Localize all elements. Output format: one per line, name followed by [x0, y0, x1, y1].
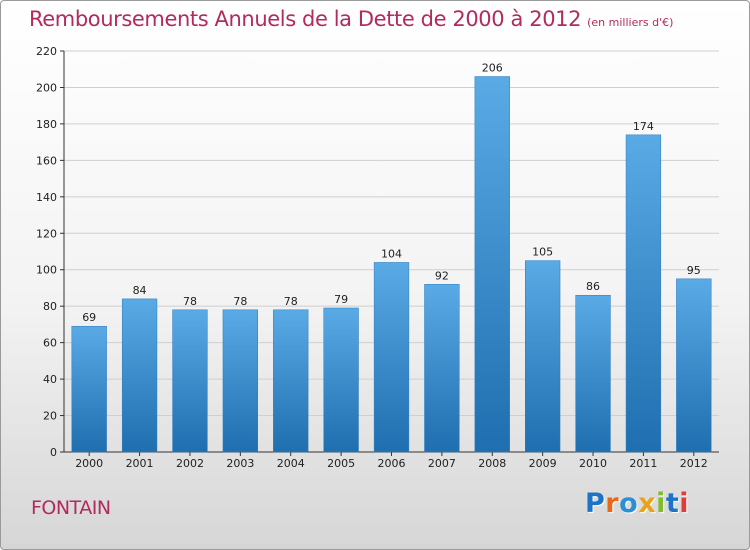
- x-tick-label: 2009: [529, 457, 557, 470]
- bar-value-label: 69: [82, 311, 96, 324]
- y-tick-label: 120: [36, 227, 57, 240]
- y-tick-label: 20: [43, 410, 57, 423]
- bar-value-label: 92: [435, 269, 449, 282]
- bar-2009: [525, 260, 561, 453]
- bar-value-label: 78: [183, 295, 197, 308]
- chart-subtitle: (en milliers d'€): [587, 16, 674, 29]
- bar-value-label: 105: [532, 246, 553, 259]
- bar-2006: [373, 262, 410, 453]
- bar-2004: [273, 309, 309, 453]
- x-tick-label: 2004: [277, 457, 305, 470]
- x-tick-label: 2011: [629, 457, 657, 470]
- logo-letter: x: [638, 488, 657, 519]
- chart-title: Remboursements Annuels de la Dette de 20…: [29, 7, 673, 31]
- x-tick-label: 2002: [176, 457, 204, 470]
- bar-value-label: 95: [687, 264, 701, 277]
- y-tick-label: 140: [36, 191, 57, 204]
- bar-2005: [323, 307, 359, 453]
- x-tick-label: 2007: [428, 457, 456, 470]
- bar-value-label: 78: [233, 295, 247, 308]
- x-tick-label: 2003: [226, 457, 254, 470]
- bar-2002: [172, 309, 208, 453]
- x-tick-label: 2005: [327, 457, 355, 470]
- y-tick-label: 160: [36, 154, 57, 167]
- bar-2001: [121, 298, 158, 453]
- bar-2000: [71, 325, 107, 453]
- bar-2003: [222, 309, 258, 453]
- bar-value-label: 86: [586, 280, 600, 293]
- bar-2012: [676, 278, 712, 453]
- y-tick-label: 180: [36, 118, 57, 131]
- logo-letter: o: [619, 488, 639, 519]
- y-tick-label: 220: [36, 45, 57, 58]
- logo-letter: r: [605, 488, 620, 519]
- x-tick-label: 2010: [579, 457, 607, 470]
- y-tick-label: 40: [43, 373, 57, 386]
- logo-letter: i: [679, 488, 690, 519]
- bar-2010: [575, 294, 611, 453]
- y-tick-label: 200: [36, 81, 57, 94]
- bar-value-label: 174: [633, 120, 654, 133]
- y-tick-label: 100: [36, 264, 57, 277]
- commune-name: FONTAIN: [31, 497, 111, 519]
- bar-value-label: 78: [284, 295, 298, 308]
- bar-2008: [474, 76, 510, 453]
- bar-2007: [424, 284, 460, 453]
- x-tick-label: 2008: [478, 457, 506, 470]
- bar-value-label: 79: [334, 293, 348, 306]
- bar-value-label: 104: [381, 247, 402, 260]
- y-tick-label: 60: [43, 337, 57, 350]
- logo-letter: i: [656, 488, 666, 519]
- y-tick-label: 80: [43, 300, 57, 313]
- x-tick-label: 2001: [126, 457, 154, 470]
- x-tick-label: 2006: [378, 457, 406, 470]
- proxiti-logo[interactable]: Proxiti: [585, 488, 689, 519]
- bar-value-label: 206: [482, 62, 503, 75]
- chart-title-text: Remboursements Annuels de la Dette de 20…: [29, 7, 582, 31]
- logo-letter: P: [585, 488, 606, 519]
- x-tick-label: 2000: [75, 457, 103, 470]
- bar-2011: [625, 134, 662, 453]
- bar-value-label: 84: [133, 284, 147, 297]
- logo-letter: t: [665, 488, 680, 519]
- y-tick-label: 0: [50, 446, 57, 459]
- x-tick-label: 2012: [680, 457, 708, 470]
